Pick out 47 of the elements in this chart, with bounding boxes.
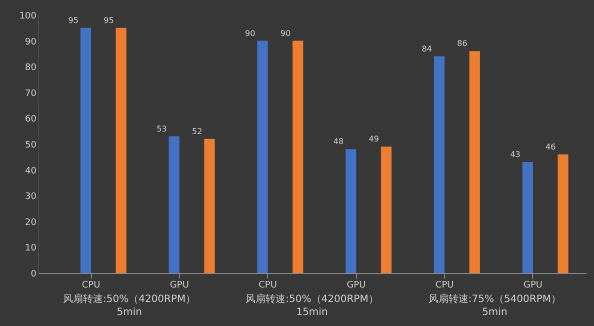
bar [204, 138, 215, 273]
bar [116, 28, 126, 273]
y-tick-label: 40 [25, 166, 37, 176]
bar [522, 162, 533, 273]
data-label: 43 [510, 150, 520, 160]
text: 风扇转速:50%（4200RPM） [63, 294, 196, 305]
text: 5min [482, 307, 508, 318]
data-label: 49 [368, 134, 379, 144]
text: 风扇转速:50%（4200RPM） [246, 294, 378, 305]
bar [346, 149, 356, 273]
x-tick-label: CPU [82, 280, 100, 290]
x-tick-label: GPU [170, 280, 189, 290]
data-label: 90 [245, 28, 256, 38]
y-tick-label: 100 [19, 12, 37, 22]
bar [434, 56, 445, 273]
bar [469, 51, 480, 273]
data-label: 95 [68, 16, 78, 25]
data-label: 84 [422, 44, 432, 54]
y-tick-label: 60 [25, 114, 37, 125]
data-label: 46 [546, 142, 556, 152]
y-tick-label: 10 [25, 244, 37, 254]
data-label: 53 [156, 124, 167, 134]
x-tick-label: CPU [258, 280, 277, 290]
data-label: 86 [457, 39, 468, 48]
y-tick-label: 0 [30, 270, 37, 280]
y-tick-label: 80 [25, 63, 37, 74]
bar [380, 146, 392, 273]
data-label: 52 [192, 126, 202, 136]
data-label: 95 [104, 16, 114, 25]
x-tick-label: GPU [346, 280, 366, 290]
text: 5min [116, 307, 142, 318]
text: 风扇转速:75%（5400RPM） [428, 294, 561, 305]
bar [80, 28, 92, 273]
bar [292, 40, 304, 273]
y-tick-label: 90 [25, 37, 37, 48]
x-tick-label: CPU [435, 280, 454, 290]
bar [558, 154, 568, 273]
text: 15min [296, 307, 328, 318]
bar [168, 136, 180, 273]
x-tick-label: GPU [523, 280, 542, 290]
y-tick-label: 30 [25, 192, 37, 202]
y-tick-label: 70 [25, 88, 37, 99]
bar [257, 40, 268, 273]
y-tick-label: 20 [25, 218, 37, 228]
data-label: 48 [333, 137, 344, 146]
y-tick-label: 50 [25, 140, 37, 150]
data-label: 90 [280, 28, 291, 38]
